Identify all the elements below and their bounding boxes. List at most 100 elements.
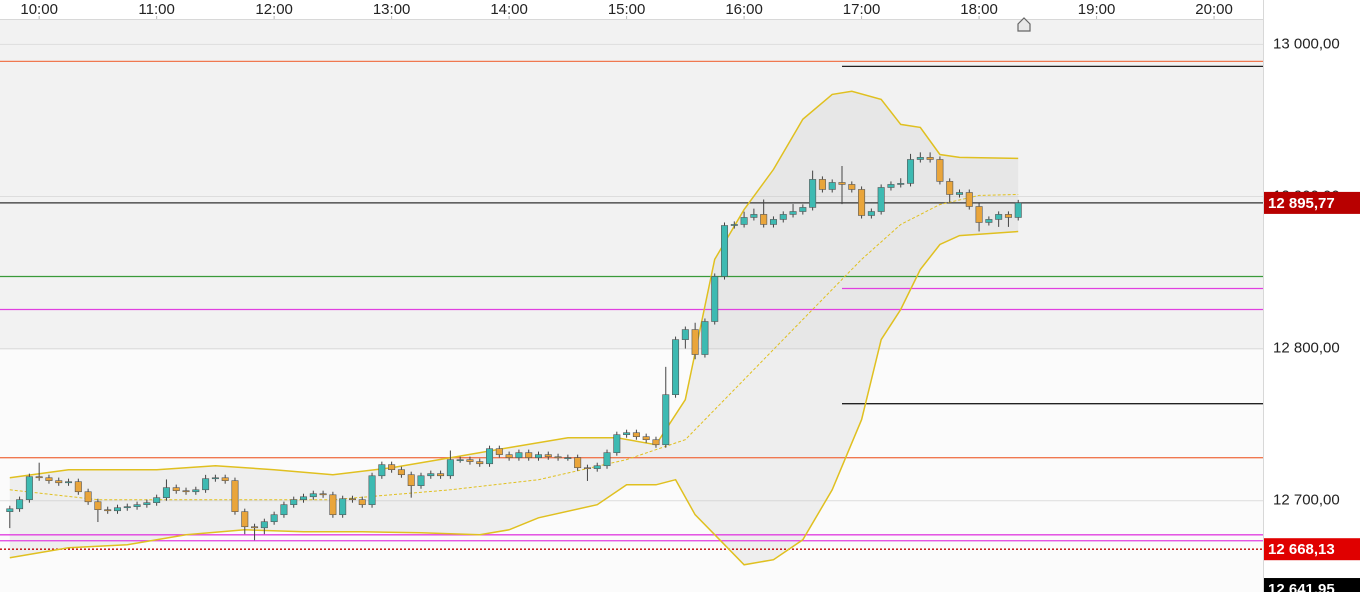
price-label-box xyxy=(1264,191,1360,214)
candle-body xyxy=(505,454,513,458)
candle-body xyxy=(652,439,660,446)
candle-body xyxy=(300,496,308,500)
candle-body xyxy=(965,192,973,207)
candle-body xyxy=(378,464,386,477)
candle-body xyxy=(897,183,905,185)
candle-body xyxy=(750,214,758,218)
home-marker[interactable] xyxy=(1017,17,1031,32)
x-tick-label: 11:00 xyxy=(138,1,174,18)
candle-body xyxy=(74,481,82,493)
candle-body xyxy=(456,459,464,461)
candle-body xyxy=(348,498,356,501)
candle-body xyxy=(593,465,601,469)
candle-body xyxy=(280,504,288,516)
candle-body xyxy=(907,159,915,184)
candle-body xyxy=(534,454,542,458)
candle-body xyxy=(358,499,366,505)
candle-body xyxy=(799,207,807,212)
candle-body xyxy=(172,487,180,491)
y-tick-label: 12 800,00 xyxy=(1273,340,1340,357)
x-tick-label: 14:00 xyxy=(490,1,528,18)
candle-body xyxy=(818,179,826,190)
price-label-box xyxy=(1264,538,1360,561)
candle-body xyxy=(623,432,631,436)
candle-body xyxy=(260,521,268,529)
candle-body xyxy=(769,219,777,225)
price-label: 12 668,13 xyxy=(1268,541,1335,558)
candle-body xyxy=(603,452,611,467)
candle-body xyxy=(691,329,699,355)
candle-body xyxy=(182,490,190,493)
candle-body xyxy=(133,504,141,507)
candle-body xyxy=(809,179,817,208)
candle-body xyxy=(162,487,170,498)
candle-body xyxy=(427,473,435,477)
candle-body xyxy=(916,157,924,160)
candle-body xyxy=(368,475,376,505)
candle-body xyxy=(632,432,640,437)
candle-body xyxy=(251,526,259,529)
candle-body xyxy=(681,329,689,340)
candle-body xyxy=(466,459,474,462)
candle-body xyxy=(936,159,944,182)
plot-shade xyxy=(0,350,1263,592)
candle-body xyxy=(6,508,14,512)
candle-body xyxy=(867,211,875,216)
candle-body xyxy=(789,211,797,215)
candle-body xyxy=(65,481,73,484)
candle-body xyxy=(1004,214,1012,218)
band-line xyxy=(9,90,1019,479)
candle-body xyxy=(104,509,112,512)
x-tick-label: 16:00 xyxy=(725,1,763,18)
candle-body xyxy=(721,225,729,277)
candle-body xyxy=(838,182,846,185)
candle-body xyxy=(290,499,298,505)
x-tick-label: 13:00 xyxy=(373,1,411,18)
candle-body xyxy=(417,475,425,486)
x-tick-label: 15:00 xyxy=(608,1,646,18)
candle-body xyxy=(564,457,572,459)
y-tick-label: 12 700,00 xyxy=(1273,492,1340,509)
candle-body xyxy=(319,493,327,496)
candle-body xyxy=(211,477,219,480)
price-label: 12 895,77 xyxy=(1268,195,1335,212)
candle-body xyxy=(926,157,934,160)
candle-body xyxy=(94,501,102,510)
candle-body xyxy=(985,219,993,223)
candle-body xyxy=(554,456,562,459)
candle-body xyxy=(955,192,963,195)
candle-body xyxy=(946,181,954,195)
band-line xyxy=(9,194,1019,501)
candle-body xyxy=(662,394,670,446)
candle-body xyxy=(995,214,1003,220)
candle-body xyxy=(309,493,317,498)
candle-body xyxy=(143,502,151,505)
candle-body xyxy=(113,507,121,512)
candle-body xyxy=(828,182,836,190)
candle-body xyxy=(84,491,92,503)
x-tick-label: 12:00 xyxy=(255,1,293,18)
x-tick-label: 18:00 xyxy=(960,1,998,18)
candle-body xyxy=(123,506,131,509)
candle-body xyxy=(25,476,33,500)
candle-body xyxy=(407,474,415,486)
candle-body xyxy=(740,217,748,225)
candle-body xyxy=(476,461,484,465)
candle-body xyxy=(1014,202,1022,218)
candle-body xyxy=(642,436,650,441)
y-tick-label: 13 000,00 xyxy=(1273,35,1340,52)
candle-body xyxy=(388,464,396,470)
candle-body xyxy=(397,469,405,476)
candle-body xyxy=(858,189,866,216)
candle-body xyxy=(525,452,533,458)
time-axis-panel xyxy=(0,0,1263,19)
candle-body xyxy=(583,467,591,470)
x-tick-label: 17:00 xyxy=(843,1,881,18)
candle-body xyxy=(730,224,738,226)
candle-body xyxy=(221,477,229,481)
candle-body xyxy=(887,184,895,188)
candle-body xyxy=(701,321,709,355)
candle-body xyxy=(574,457,582,469)
candle-body xyxy=(672,339,680,395)
